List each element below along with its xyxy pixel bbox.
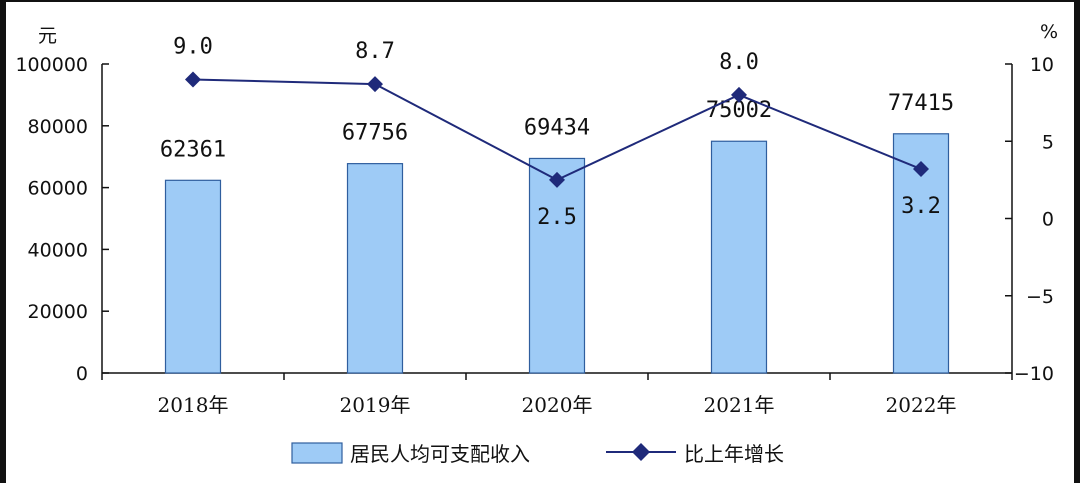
line-series xyxy=(185,71,929,188)
left-axis-ticks: 0 20000 40000 60000 80000 100000 xyxy=(15,54,109,385)
line-value-label: 8.7 xyxy=(355,39,395,64)
left-tick-label: 20000 xyxy=(28,301,88,323)
line-value-label: 2.5 xyxy=(537,205,577,230)
right-axis-unit: % xyxy=(1040,21,1058,43)
category-labels: 2018年 2019年 2020年 2021年 2022年 xyxy=(101,373,1013,417)
bar-value-label: 69434 xyxy=(524,115,590,140)
line-data-labels: 9.0 8.7 2.5 8.0 3.2 xyxy=(173,34,941,229)
line-value-label: 8.0 xyxy=(719,50,759,75)
category-label: 2018年 xyxy=(158,393,229,417)
right-tick-label: 0 xyxy=(1042,209,1054,231)
diamond-marker xyxy=(185,71,201,88)
left-tick-label: 80000 xyxy=(28,116,88,138)
right-tick-label: 10 xyxy=(1030,54,1054,76)
bar-value-label: 77415 xyxy=(888,91,954,116)
legend-line-label: 比上年增长 xyxy=(684,442,784,466)
right-tick-label: −10 xyxy=(1014,363,1054,385)
bar-value-label: 67756 xyxy=(342,121,408,146)
line-value-label: 3.2 xyxy=(901,194,941,219)
diamond-marker xyxy=(367,76,383,93)
line-value-label: 9.0 xyxy=(173,34,213,59)
left-tick-label: 40000 xyxy=(28,239,88,261)
category-label: 2019年 xyxy=(340,393,411,417)
left-axis-unit: 元 xyxy=(38,25,57,47)
legend-bar-label: 居民人均可支配收入 xyxy=(350,442,530,466)
bar xyxy=(346,163,404,374)
bar-value-label: 62361 xyxy=(160,137,226,162)
category-label: 2022年 xyxy=(886,393,957,417)
diamond-marker xyxy=(913,161,929,178)
legend: 居民人均可支配收入 比上年增长 xyxy=(291,442,784,466)
bar xyxy=(164,179,222,374)
legend-diamond-marker xyxy=(632,443,650,461)
left-tick-label: 100000 xyxy=(15,54,88,76)
right-tick-label: −5 xyxy=(1026,286,1054,308)
bar xyxy=(528,157,586,374)
bar-series xyxy=(164,133,950,374)
diamond-marker xyxy=(549,171,565,188)
right-tick-label: 5 xyxy=(1042,131,1054,153)
left-tick-label: 60000 xyxy=(28,178,88,200)
category-label: 2021年 xyxy=(704,393,775,417)
diamond-marker xyxy=(731,86,747,103)
right-axis-ticks: −10 −5 0 5 10 xyxy=(1005,54,1054,385)
left-tick-label: 0 xyxy=(76,363,88,385)
category-label: 2020年 xyxy=(522,393,593,417)
legend-bar-swatch xyxy=(291,442,343,464)
bar xyxy=(710,140,768,374)
